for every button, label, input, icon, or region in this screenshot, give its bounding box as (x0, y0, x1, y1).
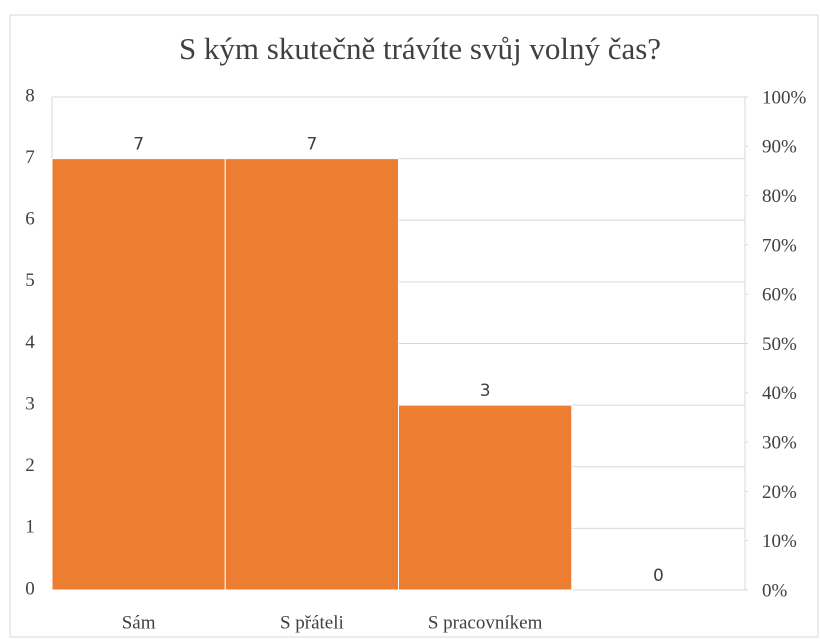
y-tick-label: 2 (25, 455, 35, 476)
x-tick-label: S přáteli (280, 612, 344, 633)
data-label: 3 (480, 381, 491, 401)
y2-tick-label: 60% (762, 285, 797, 306)
chart-title: S kým skutečně trávíte svůj volný čas? (179, 31, 661, 66)
y-tick-label: 1 (25, 517, 35, 538)
y-tick-label: 8 (25, 85, 35, 106)
y2-tick-label: 10% (762, 531, 797, 552)
data-label: 7 (133, 135, 144, 155)
y2-tick-label: 40% (762, 383, 797, 404)
y-tick-label: 7 (25, 147, 35, 168)
x-tick-label: Sám (122, 612, 156, 633)
y-tick-label: 6 (25, 209, 35, 230)
y2-tick-label: 100% (762, 87, 807, 108)
y-tick-label: 5 (25, 270, 35, 291)
y2-tick-label: 0% (762, 580, 788, 601)
data-label: 0 (653, 566, 664, 586)
data-label: 7 (306, 135, 317, 155)
bar (398, 404, 573, 591)
bar (51, 158, 226, 591)
y-tick-label: 0 (25, 578, 35, 599)
y2-tick-label: 90% (762, 137, 797, 158)
y-tick-label: 3 (25, 393, 35, 414)
y2-tick-label: 50% (762, 334, 797, 355)
y2-tick-label: 80% (762, 186, 797, 207)
y2-tick-label: 30% (762, 432, 797, 453)
y-tick-label: 4 (25, 332, 35, 353)
x-tick-label: S pracovníkem (428, 612, 543, 633)
y2-tick-label: 20% (762, 482, 797, 503)
y2-tick-label: 70% (762, 235, 797, 256)
bar (224, 158, 399, 591)
